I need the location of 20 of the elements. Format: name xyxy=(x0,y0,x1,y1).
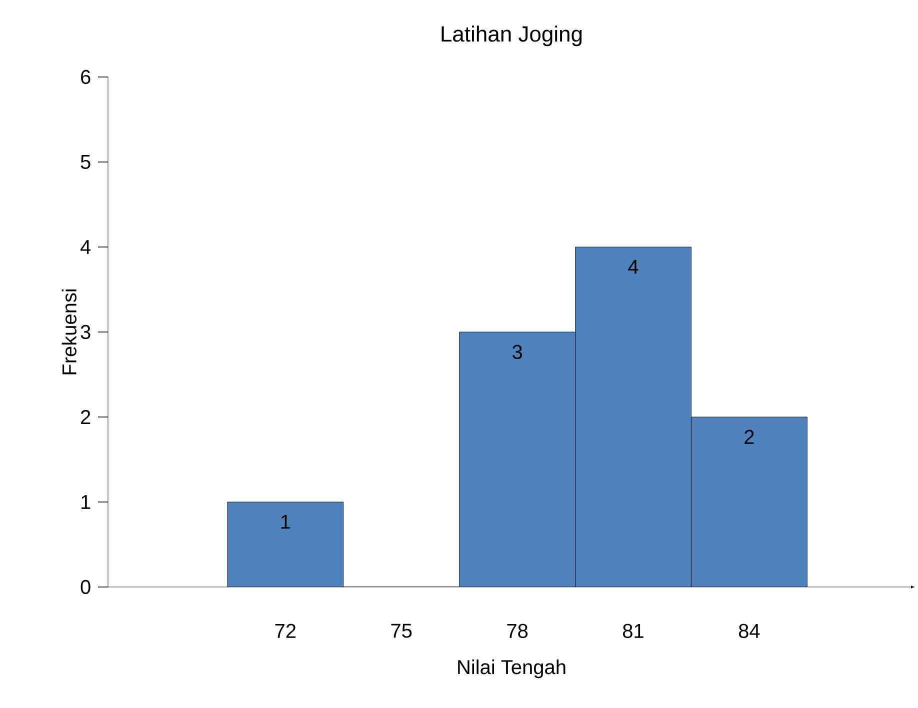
bar xyxy=(227,502,344,587)
x-tick-label: 84 xyxy=(738,624,760,638)
y-tick-label: 0 xyxy=(80,580,90,594)
x-tick-label: 78 xyxy=(507,624,528,638)
data-label: 1 xyxy=(281,514,290,529)
y-tick-label: 6 xyxy=(81,70,90,84)
data-label: 4 xyxy=(628,260,638,274)
y-axis-title: Frekuensi xyxy=(62,289,76,374)
x-tick-label: 75 xyxy=(391,624,412,638)
y-tick-label: 5 xyxy=(80,155,90,169)
y-tick-label: 1 xyxy=(82,495,90,509)
x-tick-label: 81 xyxy=(622,624,644,638)
data-label: 3 xyxy=(512,344,522,360)
x-axis-title: Nilai Tengah xyxy=(458,660,566,678)
y-tick-label: 2 xyxy=(81,410,90,424)
data-label: 2 xyxy=(744,430,754,444)
y-tick-label: 4 xyxy=(80,240,91,254)
y-tick-label: 3 xyxy=(80,324,90,340)
chart-title: Latihan Joging xyxy=(442,26,582,46)
x-tick-label: 72 xyxy=(275,624,296,638)
